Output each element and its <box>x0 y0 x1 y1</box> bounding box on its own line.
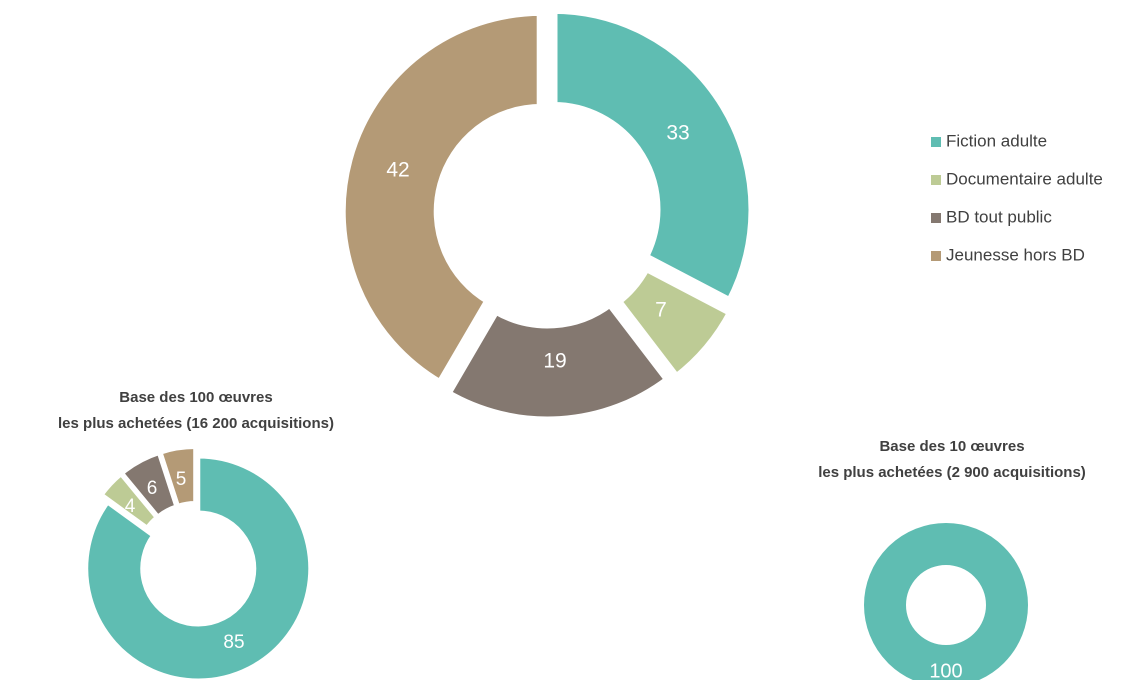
slice-jeunesse-hors-bd <box>158 445 198 509</box>
donut-chart-top100: 85 46 5 Base des 100 œuvres les plus achetée… <box>58 389 334 680</box>
legend-label: BD tout public <box>946 207 1052 226</box>
data-label-fiction-adulte: 100 <box>929 660 962 680</box>
donut-chart-main: 33 7 19 42 <box>336 4 758 426</box>
data-label-bd-tout-public: 6 <box>147 478 158 499</box>
slice-fiction-adulte <box>548 4 758 309</box>
legend: Fiction adulte Documentaire adulte BD tout… <box>931 131 1103 264</box>
legend-swatch <box>931 137 941 147</box>
data-label-bd-tout-public: 19 <box>543 350 566 373</box>
data-label-fiction-adulte: 33 <box>666 122 689 145</box>
chart-title-line: les plus achetées (16 200 acquisitions) <box>58 415 334 432</box>
chart-title-line: Base des 100 œuvres <box>119 389 272 406</box>
slice-documentaire-adulte <box>610 261 738 385</box>
legend-swatch <box>931 175 941 185</box>
legend-swatch <box>931 213 941 223</box>
legend-label: Jeunesse hors BD <box>946 245 1085 264</box>
slice-bd-tout-public <box>440 296 676 426</box>
data-label-jeunesse-hors-bd: 5 <box>176 469 187 490</box>
data-label-documentaire-adulte: 7 <box>655 299 667 322</box>
legend-swatch <box>931 251 941 261</box>
data-label-fiction-adulte: 85 <box>223 632 244 653</box>
legend-label: Fiction adulte <box>946 131 1047 150</box>
slice-fiction-adulte <box>864 523 1028 680</box>
donut-chart-top10: 100 Base des 10 œuvres les plus achetées (… <box>818 438 1086 680</box>
chart-title-line: les plus achetées (2 900 acquisitions) <box>818 464 1086 481</box>
data-label-documentaire-adulte: 4 <box>125 496 136 517</box>
data-label-jeunesse-hors-bd: 42 <box>386 159 409 182</box>
chart-title-line: Base des 10 œuvres <box>879 438 1024 455</box>
slice-fiction-adulte <box>84 454 313 680</box>
slice-jeunesse-hors-bd <box>336 6 546 391</box>
legend-label: Documentaire adulte <box>946 169 1103 188</box>
